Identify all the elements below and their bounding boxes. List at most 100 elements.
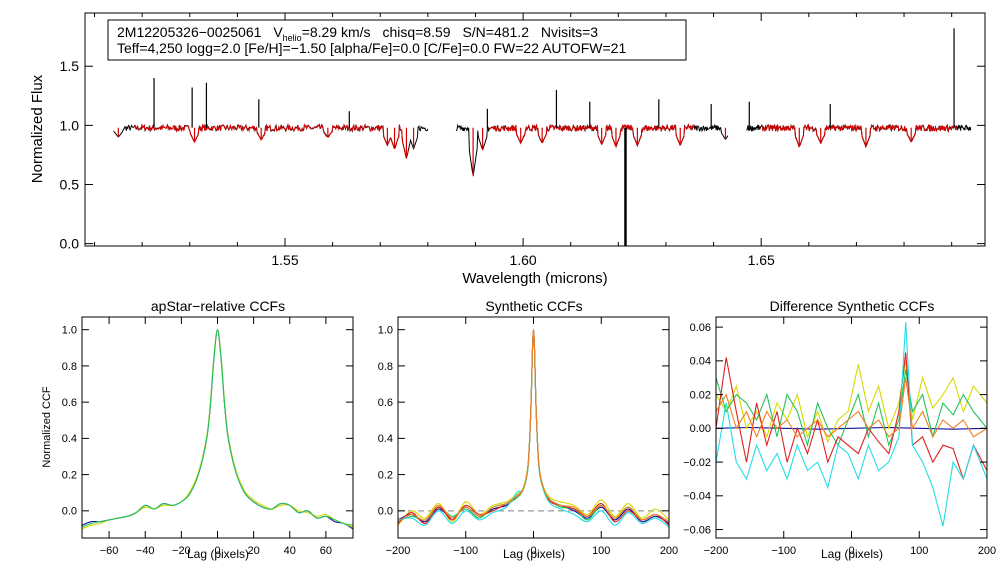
difference-ccf-series-line <box>716 369 987 448</box>
difference-ccf-series-line <box>716 352 987 481</box>
synthetic-ccf-plot-area <box>398 329 669 528</box>
synthetic-ccf-ytick-label: 0.8 <box>378 361 393 373</box>
apstar-ccf-xlabel: Lag (pixels) <box>187 547 249 561</box>
spectrum-frame <box>84 12 986 247</box>
synthetic-ccf-xtick-label: 100 <box>592 545 610 557</box>
apstar-ccf-axes: −60 −40 −20 0 20 40 60 0.0 0.2 0.4 0.6 0.8 1.0 <box>62 317 353 557</box>
difference-ccf-ytick-label: 0.02 <box>690 389 711 401</box>
apstar-ccf-series-line <box>82 329 353 530</box>
apstar-ccf-xtick-label: 20 <box>248 545 260 557</box>
difference-ccf-ytick-label: −0.02 <box>683 457 711 469</box>
apstar-ccf-ytick-label: 1.0 <box>62 325 77 337</box>
spectrum-marks <box>113 28 972 246</box>
synthetic-ccf-ytick-label: 1.0 <box>378 325 393 337</box>
spectrum-ytick-label: 1.0 <box>60 117 80 133</box>
difference-ccf-xlabel: Lag (pixels) <box>821 547 883 561</box>
difference-ccf-xtick-label: −100 <box>771 545 796 557</box>
difference-ccf-axes: −200 −100 0 100 200 −0.06 −0.04 −0.02 0.00 0.02 0.… <box>683 317 996 557</box>
spectrum-xlabel: Wavelength (microns) <box>462 270 607 287</box>
spectrum-model-line <box>760 123 957 149</box>
spectrum-ytick-label: 0.0 <box>60 236 80 252</box>
difference-ccf-xtick-label: 0 <box>848 545 854 557</box>
apstar-ccf-ylabel: Normalized CCF <box>41 386 53 468</box>
synthetic-ccf-series-line <box>398 329 669 523</box>
spectrum-ytick-label: 0.5 <box>60 176 80 192</box>
spectrum-axes: 1.55 1.60 1.65 0.0 0.5 1.0 1.5 <box>60 13 985 268</box>
annotation-vhelio-value: =8.29 km/s <box>302 24 371 40</box>
spectrum-annotation-box <box>107 19 687 61</box>
synthetic-ccf-xtick-label: 0 <box>530 545 536 557</box>
synthetic-ccf-title: Synthetic CCFs <box>485 298 582 314</box>
synthetic-ccf-xtick-label: −200 <box>386 545 411 557</box>
apstar-ccf-frame <box>81 316 354 539</box>
apstar-ccf-plot-area <box>82 329 353 530</box>
spectrum-xtick-label: 1.60 <box>509 252 536 268</box>
apstar-ccf-xtick-label: 60 <box>320 545 332 557</box>
synthetic-ccf-series-line <box>398 329 669 523</box>
synthetic-ccf-series-line <box>398 330 669 528</box>
apstar-ccf-marks <box>82 329 353 530</box>
apstar-ccf-panel: apStar−relative CCFs −60 −40 −20 0 20 40 60 0.0… <box>41 298 354 561</box>
spectrum-xtick-label: 1.55 <box>271 252 298 268</box>
apstar-ccf-ytick-label: 0.6 <box>62 397 77 409</box>
synthetic-ccf-xtick-label: 200 <box>660 545 678 557</box>
synthetic-ccf-ytick-label: 0.0 <box>378 506 393 518</box>
apstar-ccf-ytick-label: 0.2 <box>62 469 77 481</box>
synthetic-ccf-ytick-label: 0.2 <box>378 469 393 481</box>
spectrum-model-line <box>132 122 409 159</box>
synthetic-ccf-panel: Synthetic CCFs −200 −100 0 100 200 0.0 0.2 0.4 0… <box>378 298 678 561</box>
synthetic-ccf-series-line <box>398 329 669 526</box>
difference-ccf-ytick-label: 0.06 <box>690 322 711 334</box>
annotation-line-2: Teff=4,250 logg=2.0 [Fe/H]=−1.50 [alpha/… <box>117 40 626 56</box>
difference-ccf-ytick-label: −0.04 <box>683 491 711 503</box>
synthetic-ccf-xlabel: Lag (pixels) <box>503 547 565 561</box>
annotation-star-id: 2M12205326−0025061 <box>117 24 262 40</box>
annotation-vhelio-sub: helio <box>283 33 302 43</box>
difference-ccf-ytick-label: 0.00 <box>690 423 711 435</box>
difference-ccf-series-line <box>716 426 987 430</box>
apstar-ccf-series-line <box>82 329 353 528</box>
annotation-nvisits: Nvisits=3 <box>541 24 598 40</box>
synthetic-ccf-series-line <box>398 329 669 526</box>
apstar-ccf-xtick-label: 0 <box>214 545 220 557</box>
apstar-ccf-ytick-label: 0.0 <box>62 506 77 518</box>
difference-ccf-xtick-label: 200 <box>978 545 996 557</box>
apstar-ccf-ytick-label: 0.8 <box>62 361 77 373</box>
difference-ccf-ytick-label: −0.06 <box>683 524 711 536</box>
annotation-vhelio-label: V <box>273 24 283 40</box>
apstar-ccf-xtick-label: 40 <box>284 545 296 557</box>
apstar-ccf-xtick-label: −60 <box>100 545 119 557</box>
synthetic-ccf-marks <box>398 329 669 528</box>
difference-ccf-xtick-label: 100 <box>910 545 928 557</box>
difference-ccf-ytick-label: 0.04 <box>690 356 711 368</box>
spectrum-plot-area <box>113 28 972 246</box>
synthetic-ccf-xtick-label: −100 <box>453 545 478 557</box>
difference-ccf-panel: Difference Synthetic CCFs −200 −100 0 100 20… <box>683 298 996 561</box>
spectrum-ylabel: Normalized Flux <box>29 74 46 183</box>
difference-ccf-marks <box>716 322 987 527</box>
annotation-line-1: 2M12205326−0025061 Vhelio=8.29 km/s chis… <box>117 24 598 43</box>
synthetic-ccf-ytick-label: 0.4 <box>378 433 393 445</box>
apstar-ccf-xtick-label: −40 <box>136 545 155 557</box>
apstar-ccf-title: apStar−relative CCFs <box>151 298 285 314</box>
difference-ccf-series-line <box>716 322 987 527</box>
annotation-snr: S/N=481.2 <box>462 24 529 40</box>
annotation-chisq: chisq=8.59 <box>382 24 450 40</box>
apstar-ccf-series-line <box>82 329 353 530</box>
difference-ccf-xtick-label: −200 <box>704 545 729 557</box>
synthetic-ccf-axes: −200 −100 0 100 200 0.0 0.2 0.4 0.6 0.8 1.0 <box>378 317 678 557</box>
apstar-ccf-xtick-label: −20 <box>172 545 191 557</box>
synthetic-ccf-series-line <box>398 329 669 524</box>
synthetic-ccf-ytick-label: 0.6 <box>378 397 393 409</box>
apstar-ccf-ytick-label: 0.4 <box>62 433 77 445</box>
difference-ccf-plot-area <box>716 322 987 527</box>
spectrum-ytick-label: 1.5 <box>60 58 80 74</box>
spectrum-panel: 1.55 1.60 1.65 0.0 0.5 1.0 1.5 2M12205326−0025… <box>29 12 986 287</box>
spectrum-model-line <box>490 123 695 148</box>
difference-ccf-series-line <box>716 377 987 439</box>
spectrum-observed-line <box>455 123 729 176</box>
difference-ccf-series-line <box>716 360 987 444</box>
difference-ccf-title: Difference Synthetic CCFs <box>770 298 935 314</box>
spectrum-xtick-label: 1.65 <box>748 252 775 268</box>
